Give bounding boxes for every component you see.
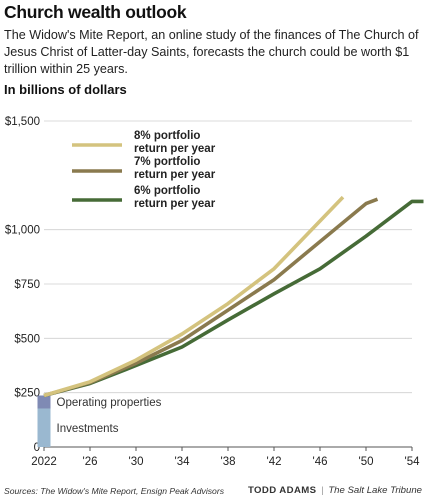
bar-segment-operating-properties	[37, 395, 51, 409]
x-tick-label: '38	[221, 456, 236, 468]
legend-label-6pct: return per year	[134, 198, 216, 210]
series-line-7pct	[43, 197, 379, 398]
y-tick-label: 0	[34, 442, 40, 454]
bar-segment-investments	[37, 408, 51, 447]
legend-label-8pct: 8% portfolio	[134, 130, 200, 142]
x-tick-label: '34	[175, 456, 191, 468]
x-tick-label: '50	[359, 456, 374, 468]
legend-label-8pct: return per year	[134, 143, 216, 155]
author-credit: TODD ADAMS	[247, 485, 317, 496]
x-tick-label: '42	[267, 456, 282, 468]
y-tick-label: $1,000	[5, 225, 40, 237]
sources-note: Sources: The Widow's Mite Report, Ensign…	[4, 486, 224, 496]
x-tick-label: 2022	[31, 456, 57, 468]
x-tick-label: '30	[129, 456, 144, 468]
legend-label-6pct: 6% portfolio	[134, 185, 200, 197]
unit-label: In billions of dollars	[4, 82, 127, 97]
chart-title: Church wealth outlook	[4, 2, 187, 22]
x-tick-label: '26	[83, 456, 98, 468]
chart-subtitle: The Widow's Mite Report, an online study…	[4, 28, 419, 76]
bar-label-operating-properties: Operating properties	[57, 397, 162, 409]
y-tick-label: $750	[14, 279, 40, 291]
credit-line: TODD ADAMS | The Salt Lake Tribune	[248, 485, 422, 496]
y-tick-label: $500	[14, 333, 40, 345]
series-line-8pct	[43, 195, 345, 398]
x-tick-label: '54	[405, 456, 421, 468]
credit-separator: |	[321, 485, 324, 496]
y-tick-label: $250	[14, 388, 40, 400]
legend-label-7pct: 7% portfolio	[134, 156, 200, 168]
x-tick-label: '46	[313, 456, 328, 468]
legend-label-7pct: return per year	[134, 169, 216, 181]
publication-name: The Salt Lake Tribune	[328, 485, 422, 496]
y-tick-label: $1,500	[5, 116, 40, 128]
bar-label-investments: Investments	[57, 423, 119, 435]
